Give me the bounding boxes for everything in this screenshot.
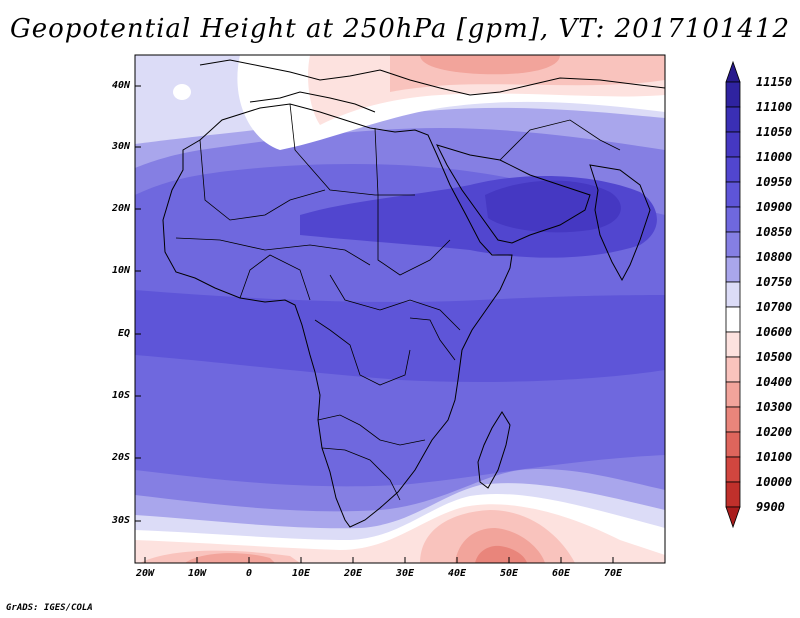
border-gulf-guinea <box>239 254 311 301</box>
arabia-coastline <box>436 144 591 244</box>
field-south-10300 <box>475 545 527 563</box>
europe-coastline <box>199 59 665 96</box>
colorbar-label: 10950 <box>756 175 793 189</box>
lon-label-30e: 30E <box>395 568 415 579</box>
colorbar-swatch <box>725 181 741 208</box>
colorbar-label: 10500 <box>756 350 793 364</box>
lat-label-30n: 30N <box>111 141 130 152</box>
africa-coastline <box>162 103 513 528</box>
border-south <box>317 414 426 446</box>
colorbar-swatch <box>725 481 741 508</box>
colorbar-swatch <box>725 406 741 433</box>
map-title: Geopotential Height at 250hPa [gpm], VT:… <box>9 14 791 44</box>
colorbar-label: 9900 <box>756 500 785 514</box>
colorbar-swatch <box>725 256 741 283</box>
border-sahara-west <box>199 139 326 221</box>
field-polar-spot <box>173 84 191 100</box>
country-borders <box>175 103 621 501</box>
lat-label-eq: EQ <box>117 328 130 339</box>
india-coastline <box>589 164 651 282</box>
field-south-10400 <box>185 553 275 563</box>
credit-text: GrADS: IGES/COLA <box>6 603 93 613</box>
coastlines <box>162 59 665 528</box>
colorbar-label: 10750 <box>756 275 793 289</box>
border-congo <box>314 319 411 386</box>
colorbar-swatch <box>725 431 741 458</box>
colorbar-label: 10000 <box>756 475 793 489</box>
lon-label-20w: 20W <box>135 568 155 579</box>
lon-label-70e: 70E <box>603 568 623 579</box>
lat-label-30s: 30S <box>111 515 130 526</box>
field-north-10400 <box>420 55 560 75</box>
colorbar-swatch <box>725 331 741 358</box>
lon-label-0: 0 <box>245 568 253 579</box>
colorbar-arrow-top <box>725 60 741 83</box>
colorbar-label: 11100 <box>756 100 793 114</box>
colorbar-label: 10400 <box>756 375 793 389</box>
field-equator-10900 <box>135 290 665 382</box>
colorbar-label: 10600 <box>756 325 793 339</box>
lat-label-20n: 20N <box>111 203 130 214</box>
colorbar-label: 10850 <box>756 225 793 239</box>
lat-label-10s: 10S <box>111 390 130 401</box>
lat-ticks <box>135 85 141 522</box>
colorbar <box>725 60 741 529</box>
lat-label-10n: 10N <box>111 265 130 276</box>
colorbar-swatch <box>725 206 741 233</box>
plot-frame <box>134 54 666 564</box>
colorbar-label: 11000 <box>756 150 793 164</box>
border-east <box>409 317 456 361</box>
lon-ticks <box>144 557 614 563</box>
colorbar-swatch <box>725 231 741 258</box>
madagascar-coastline <box>477 411 511 489</box>
colorbar-swatch <box>725 106 741 133</box>
colorbar-swatch <box>725 156 741 183</box>
border-sahara-central <box>289 103 415 196</box>
height-field <box>135 55 665 563</box>
colorbar-label: 10100 <box>756 450 793 464</box>
lon-label-10w: 10W <box>187 568 207 579</box>
colorbar-swatch <box>725 281 741 308</box>
border-gulf <box>499 119 621 161</box>
colorbar-swatch <box>725 381 741 408</box>
mediterranean-coast <box>249 91 376 113</box>
colorbar-swatch <box>725 131 741 158</box>
colorbar-label: 10300 <box>756 400 793 414</box>
colorbar-label: 10900 <box>756 200 793 214</box>
field-south-10400-b <box>455 528 545 563</box>
colorbar-label: 11050 <box>756 125 793 139</box>
lat-label-40n: 40N <box>111 80 130 91</box>
border-southern-africa <box>321 447 401 501</box>
field-core-11000 <box>485 180 621 233</box>
colorbar-arrow-bottom <box>725 506 741 529</box>
colorbar-swatch <box>725 456 741 483</box>
lat-label-20s: 20S <box>111 452 130 463</box>
border-sahel <box>175 237 371 266</box>
colorbar-swatch <box>725 356 741 383</box>
border-central <box>329 274 461 331</box>
lon-label-10e: 10E <box>291 568 311 579</box>
colorbar-swatch <box>725 306 741 333</box>
colorbar-swatch <box>725 81 741 108</box>
colorbar-label: 10200 <box>756 425 793 439</box>
lon-label-40e: 40E <box>447 568 467 579</box>
colorbar-label: 10700 <box>756 300 793 314</box>
lon-label-60e: 60E <box>551 568 571 579</box>
lon-label-50e: 50E <box>499 568 519 579</box>
lon-label-20e: 20E <box>343 568 363 579</box>
colorbar-label: 11150 <box>756 75 793 89</box>
border-nile <box>374 127 451 276</box>
colorbar-label: 10800 <box>756 250 793 264</box>
